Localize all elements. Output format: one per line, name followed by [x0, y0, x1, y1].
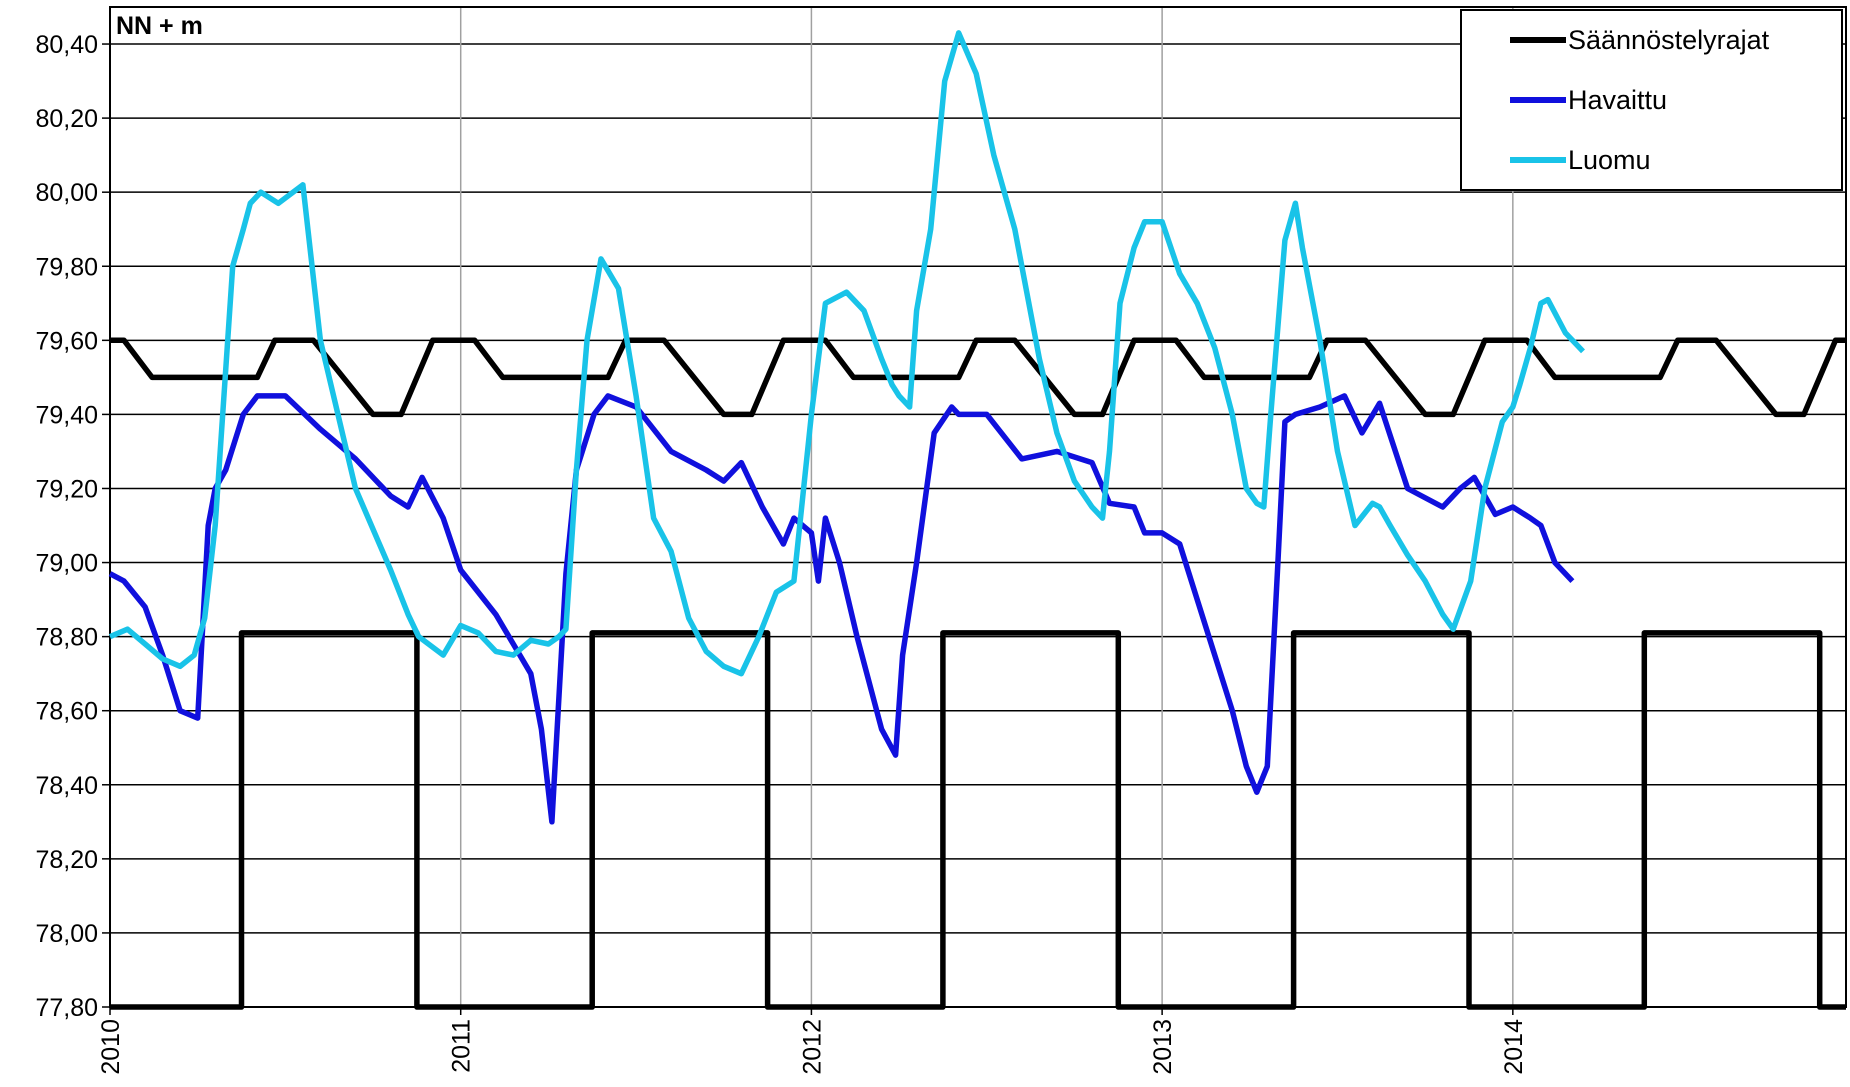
y-unit-label: NN + m — [116, 12, 203, 40]
series-line-saannostelyrajat-upper-limit — [110, 337, 1846, 418]
y-tick-label: 78,40 — [35, 772, 98, 800]
y-tick-label: 77,80 — [35, 994, 98, 1022]
x-tick-label: 2013 — [1149, 1019, 1177, 1075]
y-tick-label: 79,60 — [35, 327, 98, 355]
legend: Säännöstelyrajat Havaittu Luomu — [1460, 9, 1843, 191]
y-tick-label: 79,00 — [35, 550, 98, 578]
plot-area-border — [109, 6, 1847, 1008]
x-tick-label: 2014 — [1500, 1019, 1528, 1075]
y-tick-label: 80,20 — [35, 105, 98, 133]
x-tick-label: 2010 — [97, 1019, 125, 1075]
y-tick-label: 78,20 — [35, 846, 98, 874]
y-tick-label: 78,80 — [35, 624, 98, 652]
series-layer — [108, 30, 1846, 1010]
x-tick-label: 2012 — [798, 1019, 826, 1075]
y-tick-label: 80,00 — [35, 179, 98, 207]
legend-label-saannostelyrajat: Säännöstelyrajat — [1568, 25, 1770, 55]
y-tick-label: 78,00 — [35, 920, 98, 948]
legend-label-havaittu: Havaittu — [1568, 85, 1667, 115]
y-tick-label: 79,80 — [35, 253, 98, 281]
series-line-havaittu — [108, 393, 1575, 825]
y-tick-label: 78,60 — [35, 698, 98, 726]
y-tick-label: 79,40 — [35, 401, 98, 429]
y-tick-label: 80,40 — [35, 31, 98, 59]
axis-label-layer: 77,80 78,00 78,20 78,40 78,60 78,80 79,00 79,20… — [35, 31, 1527, 1075]
series-line-saannostelyrajat-lower-limit — [110, 630, 1846, 1010]
series-line-luomu — [108, 30, 1585, 677]
y-tick-label: 79,20 — [35, 475, 98, 503]
x-tick-label: 2011 — [448, 1019, 476, 1073]
legend-label-luomu: Luomu — [1568, 145, 1651, 175]
